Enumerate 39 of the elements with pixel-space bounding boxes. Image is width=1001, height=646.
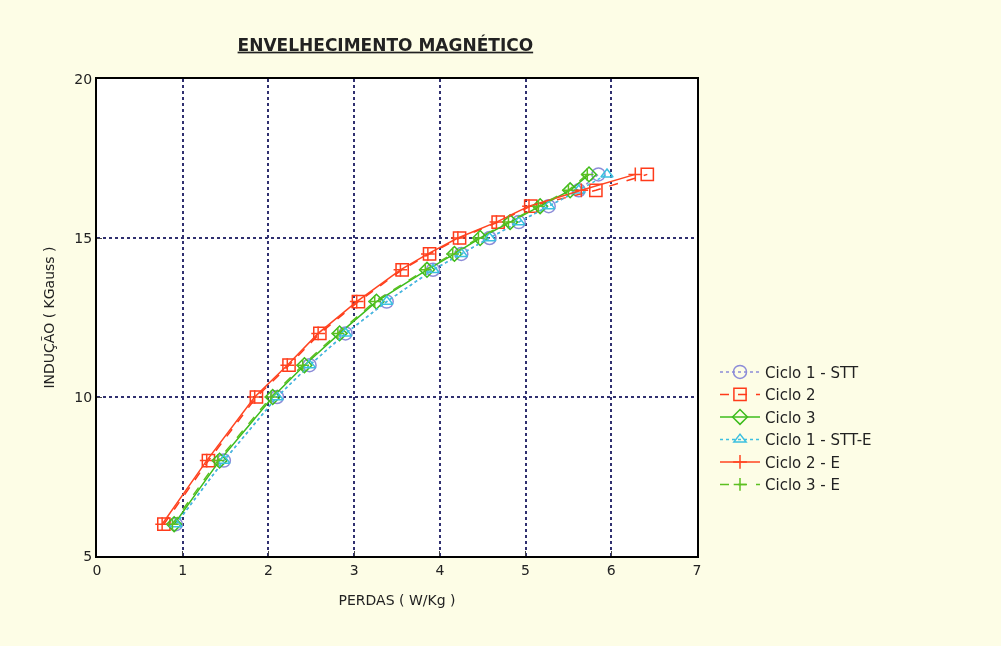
y-axis-title: INDUÇÃO ( KGauss )	[41, 246, 58, 389]
x-tick-label: 3	[349, 561, 359, 578]
legend-label: Ciclo 3	[765, 408, 816, 427]
legend-label: Ciclo 3 - E	[765, 476, 840, 495]
point	[454, 246, 469, 262]
x-tick-label: 4	[435, 561, 445, 578]
point	[454, 247, 469, 258]
point	[270, 390, 284, 401]
legend-label: Ciclo 1 - STT-E	[765, 431, 872, 450]
point	[591, 167, 606, 182]
legend-label: Ciclo 2 - E	[765, 453, 840, 472]
point	[425, 262, 441, 278]
x-tick-label: 6	[606, 561, 616, 578]
point	[269, 389, 285, 405]
point	[589, 183, 603, 198]
x-tick-label: 2	[263, 561, 273, 578]
x-axis-title: PERDAS ( W/Kg )	[338, 591, 456, 608]
point	[302, 357, 317, 373]
point	[338, 326, 353, 341]
point	[216, 453, 232, 468]
point	[640, 167, 655, 182]
point	[482, 231, 497, 242]
y-tick-label: 15	[74, 229, 93, 246]
x-tick-label: 1	[178, 561, 188, 578]
point	[541, 198, 556, 214]
x-tick-label: 0	[92, 561, 102, 578]
point	[482, 230, 497, 246]
y-tick-label: 20	[74, 70, 93, 87]
point	[426, 263, 440, 274]
x-tick-label: 5	[521, 561, 531, 578]
point	[511, 214, 526, 230]
chart-title: ENVELHECIMENTO MAGNÉTICO	[237, 33, 534, 55]
x-tick-label: 7	[692, 561, 702, 578]
legend-label: Ciclo 2	[765, 386, 816, 405]
y-tick-label: 5	[83, 547, 93, 564]
y-tick-label: 10	[74, 388, 93, 405]
point	[627, 166, 643, 183]
legend-label: Ciclo 1 - STT	[765, 363, 859, 382]
point	[600, 168, 614, 178]
